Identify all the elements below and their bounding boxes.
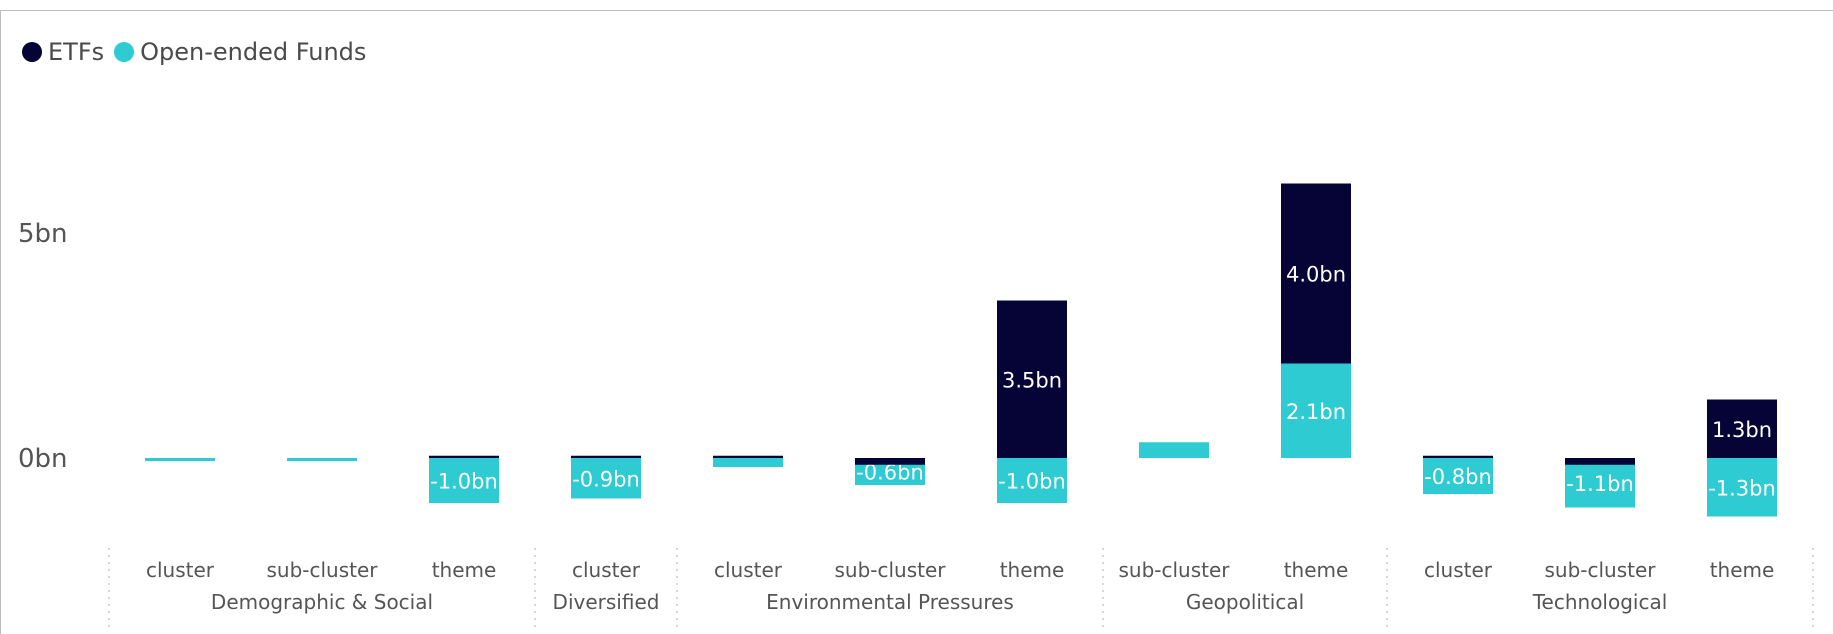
x-tick-label: theme [1710,558,1775,582]
bar-open-ended-funds [997,458,1067,503]
bar-open-ended-funds [287,458,357,461]
x-group-label: Geopolitical [1186,590,1304,614]
y-tick-label: 0bn [18,444,68,474]
x-tick-label: sub-cluster [1118,558,1230,582]
legend-swatch-open-ended-funds [114,42,135,62]
data-label-etfs: 3.5bn [1002,368,1062,392]
bar-etfs [1565,458,1635,465]
legend: ETFs Open-ended Funds [22,38,366,66]
data-label-open-ended-funds: -0.9bn [572,467,640,491]
data-label-open-ended-funds: -1.1bn [1566,472,1634,496]
legend-swatch-etfs [22,42,42,62]
x-tick-label: theme [1284,558,1349,582]
bar-open-ended-funds [1707,458,1777,517]
x-group-label: Demographic & Social [211,590,433,614]
data-label-open-ended-funds: -1.0bn [998,470,1066,494]
legend-label-open-ended-funds: Open-ended Funds [140,38,367,66]
x-tick-label: cluster [1424,558,1493,582]
bar-etfs [855,458,925,465]
bar-etfs [429,455,499,458]
legend-item-etfs[interactable]: ETFs [22,38,104,66]
bar-open-ended-funds [1281,363,1351,458]
data-label-open-ended-funds: -1.0bn [430,470,498,494]
bar-etfs [1281,183,1351,364]
legend-label-etfs: ETFs [48,38,105,66]
bar-etfs [571,455,641,458]
bar-etfs [1423,455,1493,458]
data-label-etfs: 4.0bn [1286,263,1346,287]
x-tick-label: theme [432,558,497,582]
bar-open-ended-funds [713,458,783,467]
x-tick-label: sub-cluster [834,558,946,582]
bar-etfs [1707,399,1777,458]
x-group-label: Diversified [553,590,660,614]
x-tick-label: sub-cluster [1544,558,1656,582]
x-group-label: Technological [1532,590,1668,614]
bar-open-ended-funds [1565,458,1635,508]
x-tick-label: sub-cluster [266,558,378,582]
x-group-label: Environmental Pressures [766,590,1014,614]
x-tick-label: cluster [146,558,215,582]
data-label-etfs: 1.3bn [1712,418,1772,442]
chart-frame [0,10,1833,634]
x-tick-label: cluster [572,558,641,582]
x-tick-label: cluster [714,558,783,582]
bar-open-ended-funds [1423,458,1493,494]
bar-etfs [713,455,783,458]
bar-etfs [997,300,1067,458]
x-tick-label: theme [1000,558,1065,582]
bar-open-ended-funds [145,458,215,461]
data-label-open-ended-funds: -1.3bn [1708,476,1776,500]
bar-open-ended-funds [571,458,641,499]
legend-item-open-ended-funds[interactable]: Open-ended Funds [114,38,366,66]
bar-open-ended-funds [429,458,499,503]
data-label-open-ended-funds: 2.1bn [1286,400,1346,424]
bar-open-ended-funds [1139,442,1209,458]
data-label-open-ended-funds: -0.8bn [1424,465,1492,489]
y-tick-label: 5bn [18,219,68,249]
